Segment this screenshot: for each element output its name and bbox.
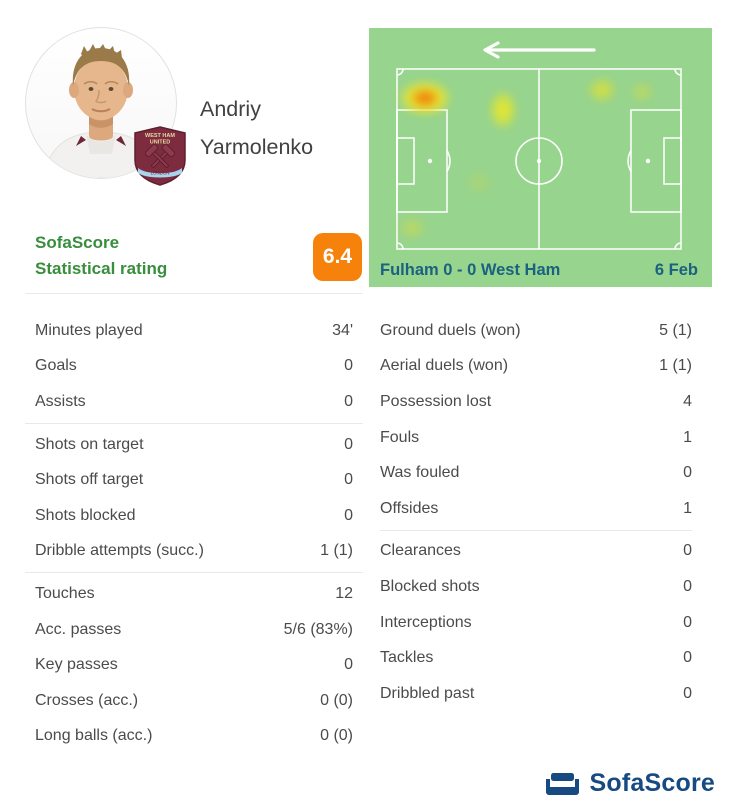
stat-row-dribble-attempts-succ: Dribble attempts (succ.) 1 (1) <box>25 534 363 570</box>
stat-label: Possession lost <box>380 392 492 410</box>
stat-value: 0 <box>344 392 353 410</box>
stats-column-right: Ground duels (won) 5 (1) Aerial duels (won… <box>380 313 692 712</box>
player-photo <box>25 27 177 179</box>
attack-direction-arrow <box>483 41 596 59</box>
stat-label: Assists <box>35 392 86 410</box>
stat-value: 0 <box>344 435 353 453</box>
stat-label: Shots off target <box>35 471 144 489</box>
stat-value: 0 (0) <box>320 727 353 745</box>
stat-label: Shots blocked <box>35 506 136 524</box>
stat-value: 0 <box>683 684 692 702</box>
player-name: Andriy Yarmolenko <box>200 90 313 166</box>
stat-row-tackles: Tackles 0 <box>380 640 692 676</box>
svg-text:LONDON: LONDON <box>151 171 170 176</box>
player-photo-illustration <box>43 44 159 178</box>
stat-row-shots-on-target: Shots on target 0 <box>25 427 363 463</box>
stat-row-long-balls-acc: Long balls (acc.) 0 (0) <box>25 719 363 755</box>
stat-label: Dribble attempts (succ.) <box>35 542 204 560</box>
stat-value: 4 <box>683 392 692 410</box>
stat-value: 1 (1) <box>320 542 353 560</box>
stat-value: 0 <box>344 506 353 524</box>
stat-value: 0 <box>683 464 692 482</box>
stat-value: 34' <box>332 321 353 339</box>
stat-value: 0 <box>683 649 692 667</box>
stat-row-touches: Touches 12 <box>25 576 363 612</box>
stat-label: Tackles <box>380 649 434 667</box>
stat-row-crosses-acc: Crosses (acc.) 0 (0) <box>25 683 363 719</box>
sofascore-logo: SofaScore <box>545 769 715 798</box>
stat-value: 5 (1) <box>659 321 692 339</box>
stat-label: Fouls <box>380 428 420 446</box>
stat-row-interceptions: Interceptions 0 <box>380 605 692 641</box>
stat-label: Blocked shots <box>380 577 480 595</box>
stat-row-shots-blocked: Shots blocked 0 <box>25 498 363 534</box>
stat-row-offsides: Offsides 1 <box>380 491 692 527</box>
stat-label: Aerial duels (won) <box>380 357 509 375</box>
svg-text:WEST HAM: WEST HAM <box>145 133 175 139</box>
stat-value: 0 <box>344 656 353 674</box>
svg-text:UNITED: UNITED <box>150 140 171 146</box>
stat-row-minutes-played: Minutes played 34' <box>25 313 363 349</box>
stat-row-shots-off-target: Shots off target 0 <box>25 462 363 498</box>
stat-row-was-fouled: Was fouled 0 <box>380 455 692 491</box>
rating-badge: 6.4 <box>313 233 362 281</box>
stat-label: Key passes <box>35 656 118 674</box>
match-info: Fulham 0 - 0 West Ham 6 Feb <box>380 261 698 280</box>
stat-label: Acc. passes <box>35 620 122 638</box>
west-ham-crest-icon: WEST HAM UNITED LONDON <box>134 126 186 186</box>
match-date: 6 Feb <box>654 261 698 279</box>
rating-label: SofaScore Statistical rating <box>35 230 167 282</box>
stat-row-assists: Assists 0 <box>25 384 363 420</box>
stat-row-blocked-shots: Blocked shots 0 <box>380 569 692 605</box>
sofa-icon <box>545 772 579 795</box>
stat-value: 0 <box>683 542 692 560</box>
brand-name: SofaScore <box>589 769 715 797</box>
stat-label: Goals <box>35 357 77 375</box>
stat-value: 0 <box>344 357 353 375</box>
stat-row-dribbled-past: Dribbled past 0 <box>380 676 692 712</box>
stat-label: Clearances <box>380 542 461 560</box>
stat-value: 0 (0) <box>320 691 353 709</box>
stat-value: 1 <box>683 428 692 446</box>
stat-row-possession-lost: Possession lost 4 <box>380 384 692 420</box>
stat-value: 1 <box>683 499 692 517</box>
divider <box>25 293 363 294</box>
rating-label-line1: SofaScore <box>35 233 120 252</box>
stat-row-clearances: Clearances 0 <box>380 534 692 570</box>
stat-row-aerial-duels-won: Aerial duels (won) 1 (1) <box>380 349 692 385</box>
stat-row-ground-duels-won: Ground duels (won) 5 (1) <box>380 313 692 349</box>
stat-row-fouls: Fouls 1 <box>380 420 692 456</box>
divider <box>380 529 692 531</box>
stat-label: Was fouled <box>380 464 460 482</box>
stat-label: Minutes played <box>35 321 143 339</box>
stats-column-left: Minutes played 34' Goals 0 Assists 0 Shots on … <box>25 313 363 754</box>
match-score: Fulham 0 - 0 West Ham <box>380 261 561 279</box>
player-last-name: Yarmolenko <box>200 135 314 159</box>
stat-label: Long balls (acc.) <box>35 727 153 745</box>
stat-value: 5/6 (83%) <box>283 620 353 638</box>
stat-label: Offsides <box>380 499 439 517</box>
stat-label: Shots on target <box>35 435 144 453</box>
football-pitch <box>396 68 682 250</box>
stat-label: Dribbled past <box>380 684 475 702</box>
stat-label: Ground duels (won) <box>380 321 521 339</box>
stat-label: Interceptions <box>380 613 472 631</box>
divider <box>25 572 363 574</box>
stat-value: 0 <box>683 613 692 631</box>
stat-label: Crosses (acc.) <box>35 691 139 709</box>
stat-value: 0 <box>683 577 692 595</box>
rating-label-line2: Statistical rating <box>35 259 168 278</box>
stat-row-acc-passes: Acc. passes 5/6 (83%) <box>25 612 363 648</box>
stat-row-key-passes: Key passes 0 <box>25 647 363 683</box>
stat-row-goals: Goals 0 <box>25 349 363 385</box>
player-first-name: Andriy <box>200 97 261 121</box>
heatmap-panel: Fulham 0 - 0 West Ham 6 Feb <box>369 28 712 287</box>
stat-label: Touches <box>35 584 95 602</box>
stat-value: 1 (1) <box>659 357 692 375</box>
stat-value: 12 <box>335 584 353 602</box>
divider <box>25 422 363 424</box>
player-avatar: WEST HAM UNITED LONDON <box>25 27 186 186</box>
stat-value: 0 <box>344 471 353 489</box>
